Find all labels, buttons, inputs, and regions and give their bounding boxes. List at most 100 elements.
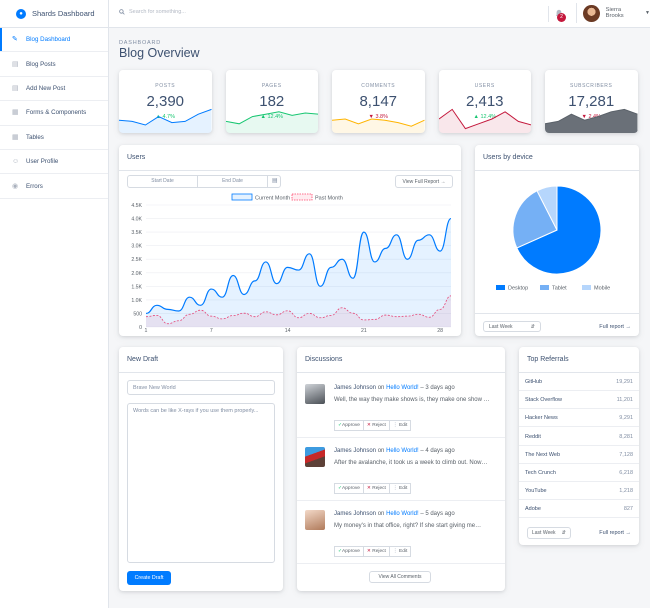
referrals-full-report-link[interactable]: Full report → bbox=[599, 530, 631, 536]
y-tick-label: 1.5K bbox=[131, 284, 142, 290]
topbar: Search for something... 2 Sierra Brooks … bbox=[109, 0, 650, 28]
stat-sparkline bbox=[332, 118, 425, 133]
sidebar-item-label: Tables bbox=[26, 133, 44, 141]
page-title: Blog Overview bbox=[119, 46, 200, 60]
referral-row[interactable]: Stack Overflow 11,201 bbox=[519, 391, 639, 410]
sidebar-item-user-profile[interactable]: ☺ User Profile bbox=[0, 150, 108, 175]
stat-label: PAGES bbox=[261, 83, 282, 89]
edit-button[interactable]: ⋮ Edit bbox=[388, 546, 412, 557]
referral-name: Stack Overflow bbox=[525, 397, 562, 404]
edit-label: Edit bbox=[399, 486, 408, 491]
referrals-range-value: Last Week bbox=[532, 530, 556, 536]
stat-value: 182 bbox=[259, 93, 285, 110]
referrals-range-select[interactable]: Last Week ⇵ bbox=[527, 527, 571, 539]
comment-author[interactable]: James Johnson bbox=[334, 385, 377, 391]
sidebar-item-blog-posts[interactable]: ▤ Blog Posts bbox=[0, 52, 108, 77]
referral-name: Hacker News bbox=[525, 415, 558, 422]
end-date-input[interactable]: End Date bbox=[198, 176, 268, 187]
legend-past-month[interactable]: Past Month bbox=[291, 193, 343, 202]
comment-on: on bbox=[377, 448, 385, 454]
comment-post-link[interactable]: Hello World! bbox=[386, 385, 419, 391]
approve-label: Approve bbox=[342, 549, 360, 554]
sidebar-item-forms[interactable]: ▦ Forms & Components bbox=[0, 101, 108, 126]
sidebar-item-add-new-post[interactable]: ▤ Add New Post bbox=[0, 77, 108, 102]
device-full-report-link[interactable]: Full report → bbox=[599, 324, 631, 330]
referral-row[interactable]: GitHub 19,291 bbox=[519, 373, 639, 391]
comment-post-link[interactable]: Hello World! bbox=[386, 448, 419, 454]
device-card-title: Users by device bbox=[475, 145, 639, 171]
more-icon: ⋮ bbox=[392, 423, 398, 428]
avatar bbox=[305, 384, 325, 404]
brand-title: Shards Dashboard bbox=[32, 9, 95, 18]
sidebar-item-label: Forms & Components bbox=[26, 109, 87, 117]
comment-post-link[interactable]: Hello World! bbox=[386, 511, 419, 517]
edit-button[interactable]: ⋮ Edit bbox=[388, 420, 412, 431]
sidebar: ● Shards Dashboard ✎ Blog Dashboard ▤ Blog… bbox=[0, 0, 109, 608]
search-icon bbox=[119, 9, 125, 15]
reject-button[interactable]: ✕ Reject bbox=[362, 546, 390, 557]
reject-button[interactable]: ✕ Reject bbox=[362, 483, 390, 494]
approve-button[interactable]: ✓Approve bbox=[334, 420, 364, 431]
comment-actions: ✓Approve ✕ Reject ⋮ Edit bbox=[334, 420, 412, 431]
comment-time: – 5 days ago bbox=[420, 511, 455, 517]
stat-card-users: USERS 2,413 ▲ 12.4% bbox=[438, 70, 531, 133]
error-icon: ◉ bbox=[12, 182, 19, 190]
calendar-icon[interactable]: ▤ bbox=[272, 178, 278, 184]
view-full-report-button[interactable]: View Full Report → bbox=[395, 175, 453, 188]
referral-row[interactable]: Hacker News 9,291 bbox=[519, 409, 639, 428]
legend-current-month[interactable]: Current Month bbox=[231, 193, 290, 202]
stat-card-pages: PAGES 182 ▲ 12.4% bbox=[225, 70, 318, 133]
pie-slice-desktop bbox=[516, 185, 602, 275]
sidebar-item-errors[interactable]: ◉ Errors bbox=[0, 174, 108, 199]
reject-button[interactable]: ✕ Reject bbox=[362, 420, 390, 431]
y-tick-label: 500 bbox=[133, 311, 142, 317]
device-range-select[interactable]: Last Week ⇵ bbox=[483, 321, 541, 332]
arrow-up-icon: ▲ bbox=[260, 114, 266, 120]
arrow-down-icon: ▼ bbox=[581, 114, 587, 120]
comment-actions: ✓Approve ✕ Reject ⋮ Edit bbox=[334, 483, 412, 494]
y-tick-label: 3.0K bbox=[131, 244, 142, 250]
approve-button[interactable]: ✓Approve bbox=[334, 483, 364, 494]
stat-label: POSTS bbox=[155, 83, 176, 89]
draft-title-input[interactable]: Brave New World bbox=[127, 380, 275, 395]
user-menu[interactable]: Sierra Brooks ▼ bbox=[576, 3, 650, 23]
referral-count: 11,201 bbox=[616, 397, 633, 404]
notifications-button[interactable]: 2 bbox=[548, 6, 568, 22]
sidebar-item-label: Blog Posts bbox=[26, 60, 56, 68]
referral-row[interactable]: Tech Crunch 6,218 bbox=[519, 464, 639, 482]
referral-row[interactable]: The Next Web 7,128 bbox=[519, 446, 639, 464]
add-note-icon: ▤ bbox=[12, 84, 19, 92]
comment-author[interactable]: James Johnson bbox=[334, 511, 377, 517]
page-subtitle: DASHBOARD bbox=[119, 40, 162, 46]
x-tick-label: 28 bbox=[437, 328, 443, 333]
referral-count: 19,291 bbox=[616, 379, 633, 385]
discussions-title: Discussions bbox=[297, 347, 505, 373]
notification-badge: 2 bbox=[557, 13, 566, 22]
new-draft-card: New Draft Brave New World Words can be l… bbox=[119, 347, 283, 591]
view-all-comments-button[interactable]: View All Comments bbox=[369, 571, 431, 583]
avatar bbox=[583, 4, 600, 22]
check-icon: ✓ bbox=[338, 423, 343, 428]
draft-body-textarea[interactable]: Words can be like X-rays if you use them… bbox=[127, 403, 275, 563]
check-icon: ✓ bbox=[338, 549, 343, 554]
search-input[interactable]: Search for something... bbox=[119, 9, 186, 15]
create-draft-button[interactable]: Create Draft bbox=[127, 571, 171, 585]
approve-button[interactable]: ✓Approve bbox=[334, 546, 364, 557]
sidebar-item-tables[interactable]: ▦ Tables bbox=[0, 126, 108, 150]
referral-count: 9,291 bbox=[619, 415, 633, 422]
referral-row[interactable]: YouTube 1,218 bbox=[519, 482, 639, 501]
edit-button[interactable]: ⋮ Edit bbox=[388, 483, 412, 494]
stat-value: 2,390 bbox=[146, 93, 185, 110]
comment-author[interactable]: James Johnson bbox=[334, 448, 377, 454]
form-icon: ▦ bbox=[12, 109, 19, 117]
stat-value: 8,147 bbox=[359, 93, 398, 110]
sidebar-item-blog-dashboard[interactable]: ✎ Blog Dashboard bbox=[0, 28, 108, 53]
table-icon: ▦ bbox=[12, 133, 19, 141]
y-tick-label: 0 bbox=[139, 325, 142, 331]
referral-row[interactable]: Reddit 8,281 bbox=[519, 428, 639, 446]
start-date-input[interactable]: Start Date bbox=[128, 176, 198, 187]
pencil-icon: ✎ bbox=[12, 36, 18, 44]
stat-label: COMMENTS bbox=[361, 83, 396, 89]
brand[interactable]: ● Shards Dashboard bbox=[0, 0, 108, 28]
referral-row[interactable]: Adobe 827 bbox=[519, 500, 639, 519]
